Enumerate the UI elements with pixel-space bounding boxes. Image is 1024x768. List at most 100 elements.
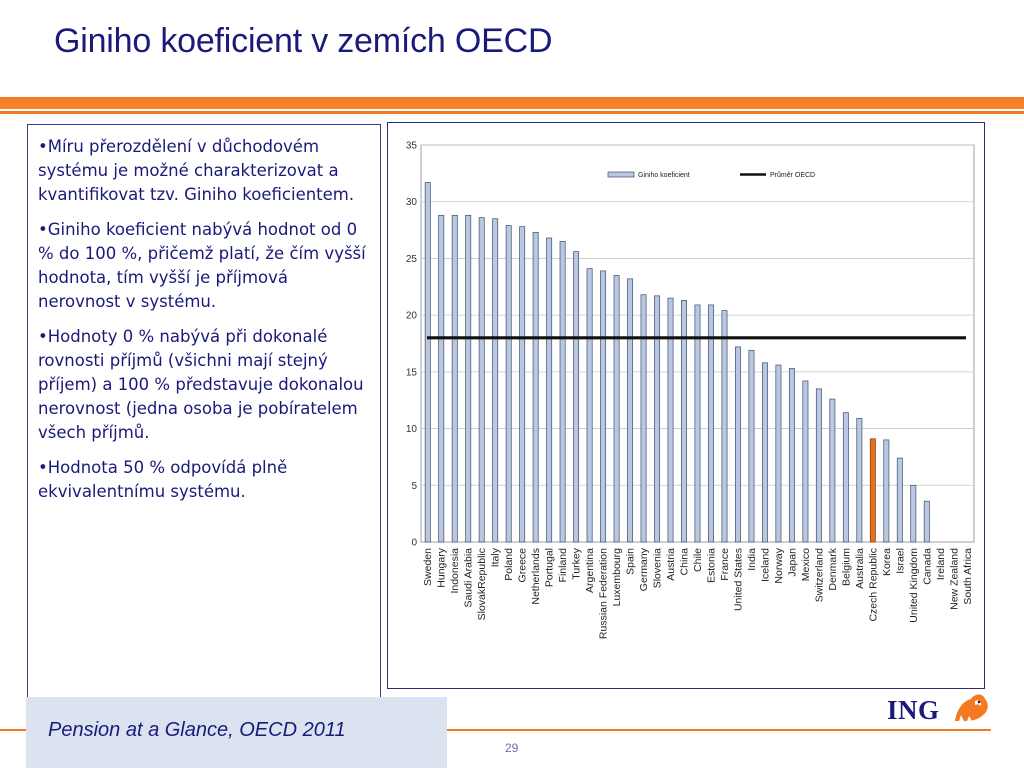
x-tick-label: France [719, 548, 731, 581]
gini-chart-frame: 0 5 10 15 20 25 30 35 Sweden Hungary Indonesia Saud… [387, 122, 985, 689]
x-tick-label: Netherlands [530, 548, 542, 605]
source-box: Pension at a Glance, OECD 2011 [26, 697, 447, 768]
footer-accent-line-left [0, 729, 26, 731]
x-tick-label: Hungary [436, 547, 448, 587]
page-number: 29 [505, 741, 519, 755]
bar-india [748, 349, 755, 543]
x-tick-label: Italy [490, 547, 502, 567]
bar-japan [788, 368, 795, 543]
header-accent-bar [0, 97, 1024, 109]
bar-luxembourg [613, 275, 620, 543]
bar-australia [856, 418, 863, 543]
x-tick-label: Portugal [544, 548, 556, 587]
y-tick-label: 15 [406, 367, 418, 378]
x-tick-label: Korea [881, 548, 893, 576]
bar-greece [519, 226, 526, 543]
bar-netherlands [532, 231, 539, 543]
lion-icon [955, 694, 988, 721]
legend-bar-label: Giniho koeficient [638, 172, 690, 179]
x-tick-label: Luxembourg [611, 548, 623, 607]
ing-logo-text: ING [887, 695, 940, 725]
x-tick-label: Norway [773, 547, 785, 583]
x-tick-label: Saudi Arabia [463, 548, 475, 608]
bar-china [681, 300, 687, 543]
bar-korea [883, 439, 890, 543]
bar-slovakrepublic [478, 217, 485, 543]
bar-saudi-arabia [465, 214, 472, 543]
x-tick-label: Slovenia [652, 548, 664, 588]
y-tick-label: 10 [406, 424, 418, 435]
x-tick-label: Czech Republic [867, 548, 879, 622]
x-tick-label: Iceland [759, 548, 771, 582]
x-tick-label: South Africa [962, 548, 974, 605]
x-tick-label: Russian Federation [598, 548, 610, 639]
bullet-text-box: Míru přerozdělení v důchodovém systému j… [27, 124, 381, 708]
x-tick-label: Ireland [935, 548, 947, 580]
x-tick-label: United States [732, 548, 744, 611]
bar-poland [505, 225, 512, 543]
x-tick-label: Chile [692, 548, 704, 572]
x-tick-label: Belgium [840, 548, 852, 586]
x-tick-label: Sweden [422, 548, 434, 586]
y-tick-label: 5 [411, 481, 417, 492]
y-tick-label: 0 [411, 538, 417, 549]
bar-united-kingdom [910, 484, 917, 543]
x-tick-label: Argentina [584, 548, 596, 593]
bar-italy [492, 218, 499, 543]
x-tick-label: Greece [517, 548, 529, 583]
x-tick-label: Spain [625, 548, 637, 575]
bar-chile [694, 304, 701, 543]
bar-estonia [708, 304, 714, 543]
x-tick-label: Japan [786, 548, 798, 577]
bar-austria [667, 297, 674, 543]
x-tick-label: Mexico [800, 548, 812, 581]
footer-accent-line-right [447, 729, 991, 731]
x-tick-label: New Zealand [948, 548, 960, 610]
gini-bar-chart: 0 5 10 15 20 25 30 35 Sweden Hungary Indonesia Saud… [406, 141, 975, 639]
bar-mexico [802, 380, 809, 543]
bar-iceland [761, 362, 768, 543]
bar-turkey [573, 251, 580, 543]
x-tick-label: Austria [665, 548, 677, 581]
y-tick-label: 25 [406, 254, 418, 265]
x-tick-label: Poland [503, 548, 515, 581]
x-tick-label: Turkey [571, 547, 583, 579]
bar-hungary [438, 214, 445, 543]
x-tick-label: Canada [921, 548, 933, 585]
bar-argentina [586, 268, 593, 543]
ing-logo: ING [887, 691, 997, 727]
bar-united-states [735, 346, 741, 543]
bar-sweden [424, 182, 431, 543]
bar-norway [775, 364, 782, 543]
legend-line-label: Průměr OECD [770, 171, 815, 179]
bar-denmark [829, 398, 836, 543]
source-citation: Pension at a Glance, OECD 2011 [48, 719, 346, 741]
bar-switzerland [815, 388, 822, 543]
header-accent-line [0, 111, 1024, 114]
bar-czech-republic [869, 438, 876, 543]
x-tick-label: China [679, 548, 691, 576]
bar-portugal [546, 237, 553, 543]
legend-bar-swatch [607, 171, 635, 178]
bullet-2: Giniho koeficient nabývá hodnot od 0 % d… [38, 218, 372, 314]
y-tick-label: 30 [406, 197, 418, 208]
bar-germany [640, 294, 647, 543]
x-tick-label: Australia [854, 548, 866, 589]
bar-canada [923, 500, 930, 543]
bullet-4: Hodnota 50 % odpovídá plně ekvivalentním… [38, 456, 372, 504]
x-tick-label: Finland [557, 548, 569, 583]
x-tick-label: Israel [894, 548, 906, 574]
x-tick-label: Estonia [705, 548, 717, 583]
bar-france [721, 310, 728, 543]
x-tick-label: Indonesia [449, 548, 461, 594]
bar-finland [559, 241, 566, 543]
x-tick-label: SlovakRepublic [476, 548, 488, 620]
x-tick-label: Switzerland [813, 548, 825, 602]
bar-russian-federation [600, 270, 607, 543]
y-tick-label: 20 [406, 311, 418, 322]
bar-indonesia [451, 214, 458, 543]
bullet-3: Hodnoty 0 % nabývá při dokonalé rovnosti… [38, 325, 372, 445]
y-tick-label: 35 [406, 141, 418, 152]
x-tick-label: India [746, 548, 758, 571]
bar-israel [896, 457, 903, 543]
